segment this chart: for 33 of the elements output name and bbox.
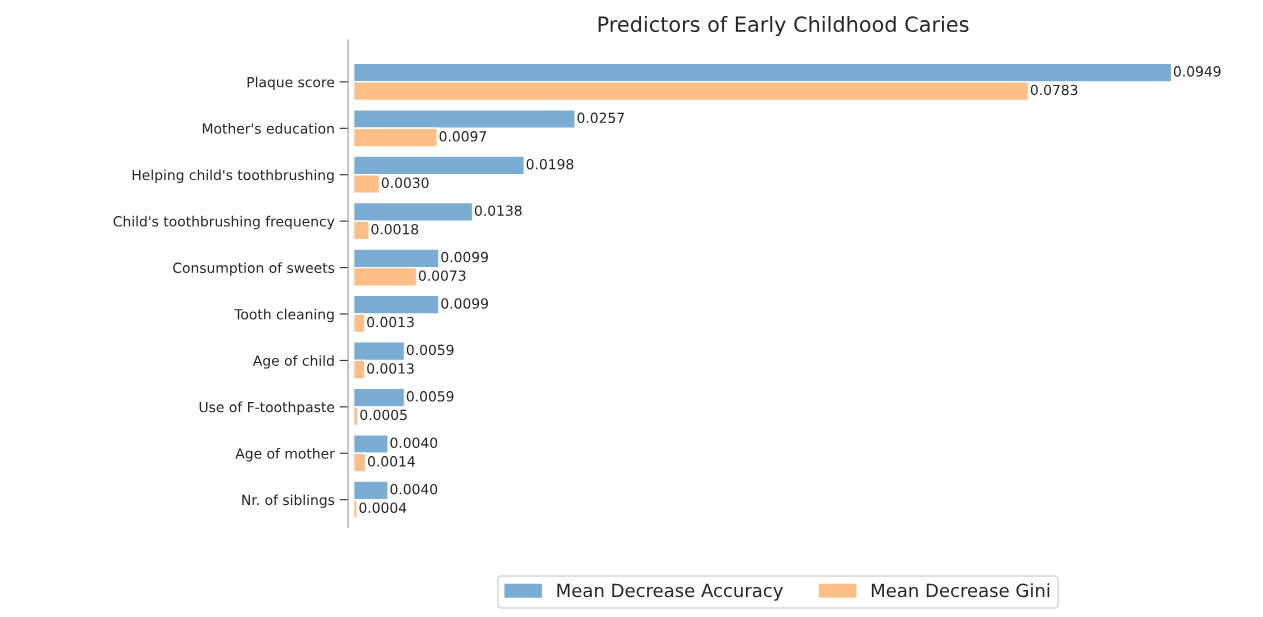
data-label: 0.0099 — [441, 251, 488, 263]
data-label: 0.0059 — [406, 344, 454, 356]
y-tick-label: Mother's education — [202, 123, 334, 134]
data-label: 0.0257 — [577, 112, 624, 124]
data-label: 0.0059 — [406, 391, 454, 402]
data-label: 0.0014 — [368, 456, 415, 467]
data-label: 0.0013 — [367, 363, 414, 374]
y-tick-label: Child's toothbrushing frequency — [113, 215, 335, 230]
data-label: 0.0013 — [367, 316, 414, 328]
y-tick-label: Age of child — [252, 355, 334, 369]
y-tick-label: Plaque score — [247, 76, 335, 91]
data-label: 0.0040 — [390, 483, 438, 495]
y-tick-label: Consumption of sweets — [173, 262, 335, 276]
chart-title: Predictors of Early Childhood Caries — [598, 15, 969, 37]
y-tick-label: Nr. of siblings — [242, 494, 335, 508]
y-tick-label: Helping child's toothbrushing — [132, 169, 334, 183]
y-tick-label: Use of F-toothpaste — [199, 401, 335, 415]
data-label: 0.0783 — [1030, 84, 1078, 96]
data-label: 0.0138 — [474, 205, 522, 216]
y-tick-label: Tooth cleaning — [234, 308, 334, 323]
data-label: 0.0073 — [418, 270, 466, 281]
data-label: 0.0005 — [360, 409, 407, 421]
y-tick-label: Age of mother — [235, 447, 335, 462]
data-label: 0.0030 — [381, 177, 429, 189]
data-label: 0.0004 — [359, 502, 407, 513]
data-label: 0.0099 — [441, 298, 488, 309]
legend-label: Mean Decrease Gini — [871, 583, 1050, 598]
legend-label: Mean Decrease Accuracy — [557, 583, 783, 601]
data-label: 0.0949 — [1173, 66, 1221, 77]
data-label: 0.0018 — [371, 223, 419, 235]
data-label: 0.0040 — [390, 437, 438, 449]
data-label: 0.0198 — [526, 158, 574, 170]
data-label: 0.0097 — [439, 131, 487, 142]
